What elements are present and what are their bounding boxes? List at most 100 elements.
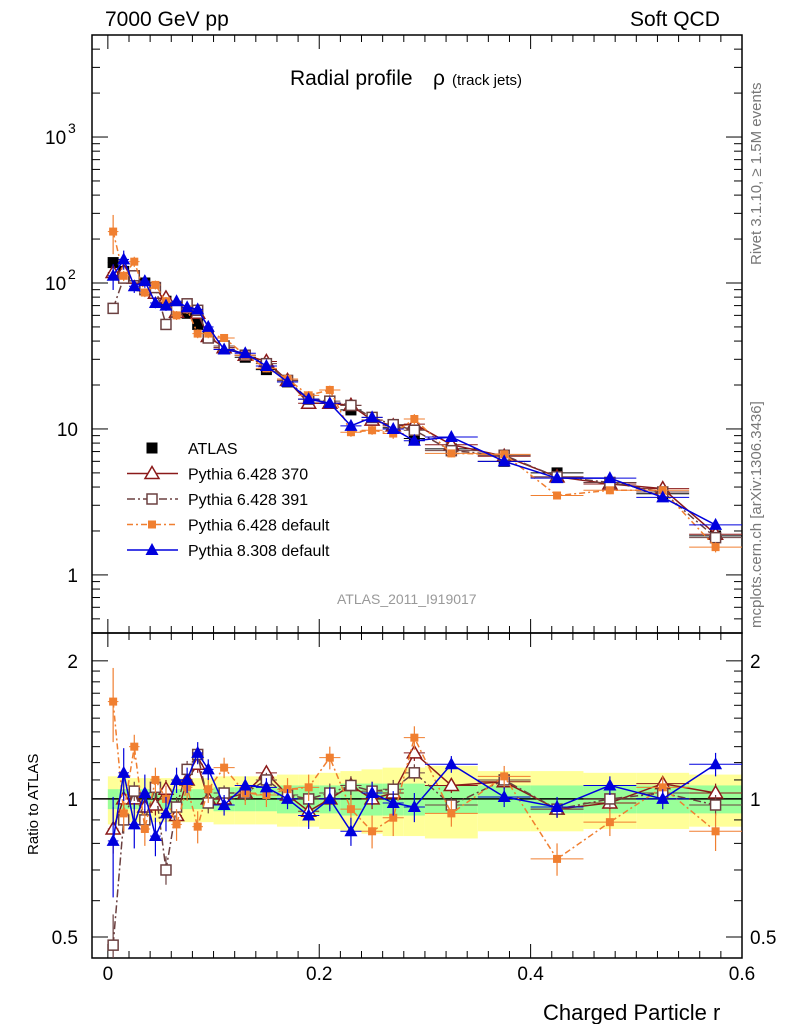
- ratio-point-4-15: [323, 791, 337, 804]
- ratio-point-3-25: [711, 827, 720, 836]
- data-point-2-19: [408, 424, 421, 436]
- data-point-3-16: [346, 428, 355, 437]
- data-point-3-4: [151, 280, 160, 289]
- ratio-point-2-25: [709, 799, 722, 811]
- ratio-point-3-15: [325, 753, 334, 762]
- ratio-point-4-16: [344, 824, 358, 837]
- data-point-4-24: [656, 490, 670, 503]
- data-point-3-22: [553, 491, 562, 500]
- chart-title: Radial profile: [290, 67, 413, 90]
- data-point-3-9: [204, 329, 213, 338]
- ratio-point-3-1: [119, 809, 128, 818]
- analysis-tag: ATLAS_2011_I919017: [337, 591, 477, 607]
- y-tick-label-3: 10: [45, 274, 66, 295]
- ratio-point-4-21: [497, 789, 511, 802]
- ratio-tick-label-left-1: 1: [67, 790, 78, 811]
- ratio-point-4-8: [191, 745, 205, 758]
- data-point-4-5: [159, 298, 173, 311]
- ratio-point-4-4: [148, 829, 162, 842]
- legend-label-1: Pythia 6.428 370: [188, 467, 308, 484]
- ratio-point-4-3: [138, 786, 152, 799]
- header-right: Soft QCD: [630, 8, 720, 31]
- y-tick-label-1: 10: [57, 420, 78, 441]
- ratio-point-3-17: [368, 827, 377, 836]
- ratio-point-4-13: [281, 791, 295, 804]
- ratio-point-1-20: [443, 776, 460, 792]
- x-tick-label-1: 0.2: [306, 964, 332, 985]
- legend-marker-2: [146, 493, 158, 505]
- ratio-point-3-8: [193, 822, 202, 831]
- ratio-point-4-12: [259, 780, 273, 793]
- data-point-4-3: [138, 274, 152, 287]
- ratio-y-axis-label: Ratio to ATLAS: [25, 754, 42, 855]
- series-4: [106, 250, 742, 898]
- ratio-point-2-16: [345, 779, 357, 792]
- ratio-point-3-18: [389, 813, 398, 822]
- data-point-4-25: [709, 517, 723, 530]
- data-point-3-17: [368, 426, 377, 435]
- data-point-3-20: [447, 449, 456, 458]
- ratio-tick-label-right-2: 2: [750, 652, 761, 673]
- mcplots-label: mcplots.cern.ch [arXiv:1306.3436]: [748, 401, 765, 628]
- data-point-4-18: [386, 421, 400, 434]
- ratio-point-4-14: [302, 808, 316, 821]
- data-point-4-2: [127, 279, 141, 292]
- ratio-point-4-7: [180, 772, 194, 785]
- ratio-point-3-6: [172, 820, 181, 829]
- ratio-point-4-2: [127, 817, 141, 830]
- ratio-point-3-20: [447, 809, 456, 818]
- legend-label-4: Pythia 8.308 default: [188, 543, 330, 560]
- ratio-tick-label-right-0: 0.5: [750, 928, 776, 949]
- data-point-4-14: [302, 392, 316, 405]
- data-point-3-24: [658, 486, 667, 495]
- data-point-4-16: [344, 418, 358, 431]
- ratio-point-2-5: [160, 864, 172, 876]
- ratio-point-3-9: [204, 785, 213, 794]
- ratio-tick-label-right-1: 1: [750, 790, 761, 811]
- ratio-point-4-24: [656, 791, 670, 804]
- data-point-2-5: [160, 318, 172, 331]
- data-point-4-7: [180, 300, 194, 313]
- data-point-3-15: [325, 385, 334, 394]
- data-point-4-8: [191, 302, 205, 315]
- ratio-point-4-23: [603, 778, 617, 791]
- data-point-4-22: [550, 471, 564, 484]
- axes-frames: [91, 34, 743, 959]
- ratio-point-3-0: [109, 697, 118, 706]
- data-point-4-19: [407, 433, 421, 446]
- legend-marker-3: [148, 520, 156, 529]
- y-tick-label-exp-3: 2: [68, 266, 76, 282]
- x-tick-label-0: 0: [103, 964, 114, 985]
- ratio-point-3-16: [346, 805, 355, 814]
- data-point-3-25: [711, 543, 720, 552]
- x-tick-label-2: 0.4: [517, 964, 544, 985]
- header-left: 7000 GeV pp: [105, 8, 229, 31]
- legend: ATLAS Pythia 6.428 370 Pythia 6.428 391 Pyt…: [127, 441, 330, 560]
- data-point-3-19: [410, 414, 419, 423]
- chart-title-suffix: (track jets): [452, 72, 522, 89]
- series-layer: [104, 214, 742, 958]
- data-point-3-0: [109, 227, 118, 236]
- data-point-4-10: [217, 342, 231, 355]
- data-point-4-12: [259, 358, 273, 371]
- data-point-3-6: [172, 311, 181, 320]
- data-point-4-11: [238, 346, 252, 359]
- data-point-3-3: [140, 288, 149, 297]
- ratio-point-2-2: [128, 785, 141, 797]
- ratio-tick-label-left-0: 0.5: [52, 928, 78, 949]
- ratio-tick-label-left-2: 2: [67, 652, 78, 673]
- ratio-point-3-19: [410, 733, 419, 742]
- ratio-point-4-18: [386, 795, 400, 808]
- ratio-point-3-2: [130, 742, 139, 751]
- data-point-4-9: [201, 319, 215, 332]
- legend-marker-0: [146, 442, 158, 454]
- ratio-point-2-23: [604, 793, 616, 805]
- ratio-point-4-0: [106, 833, 120, 846]
- ratio-point-4-9: [201, 762, 215, 775]
- ratio-point-3-21: [500, 772, 509, 781]
- ratio-point-4-1: [117, 765, 131, 778]
- legend-label-0: ATLAS: [188, 441, 238, 458]
- data-point-3-10: [220, 333, 229, 342]
